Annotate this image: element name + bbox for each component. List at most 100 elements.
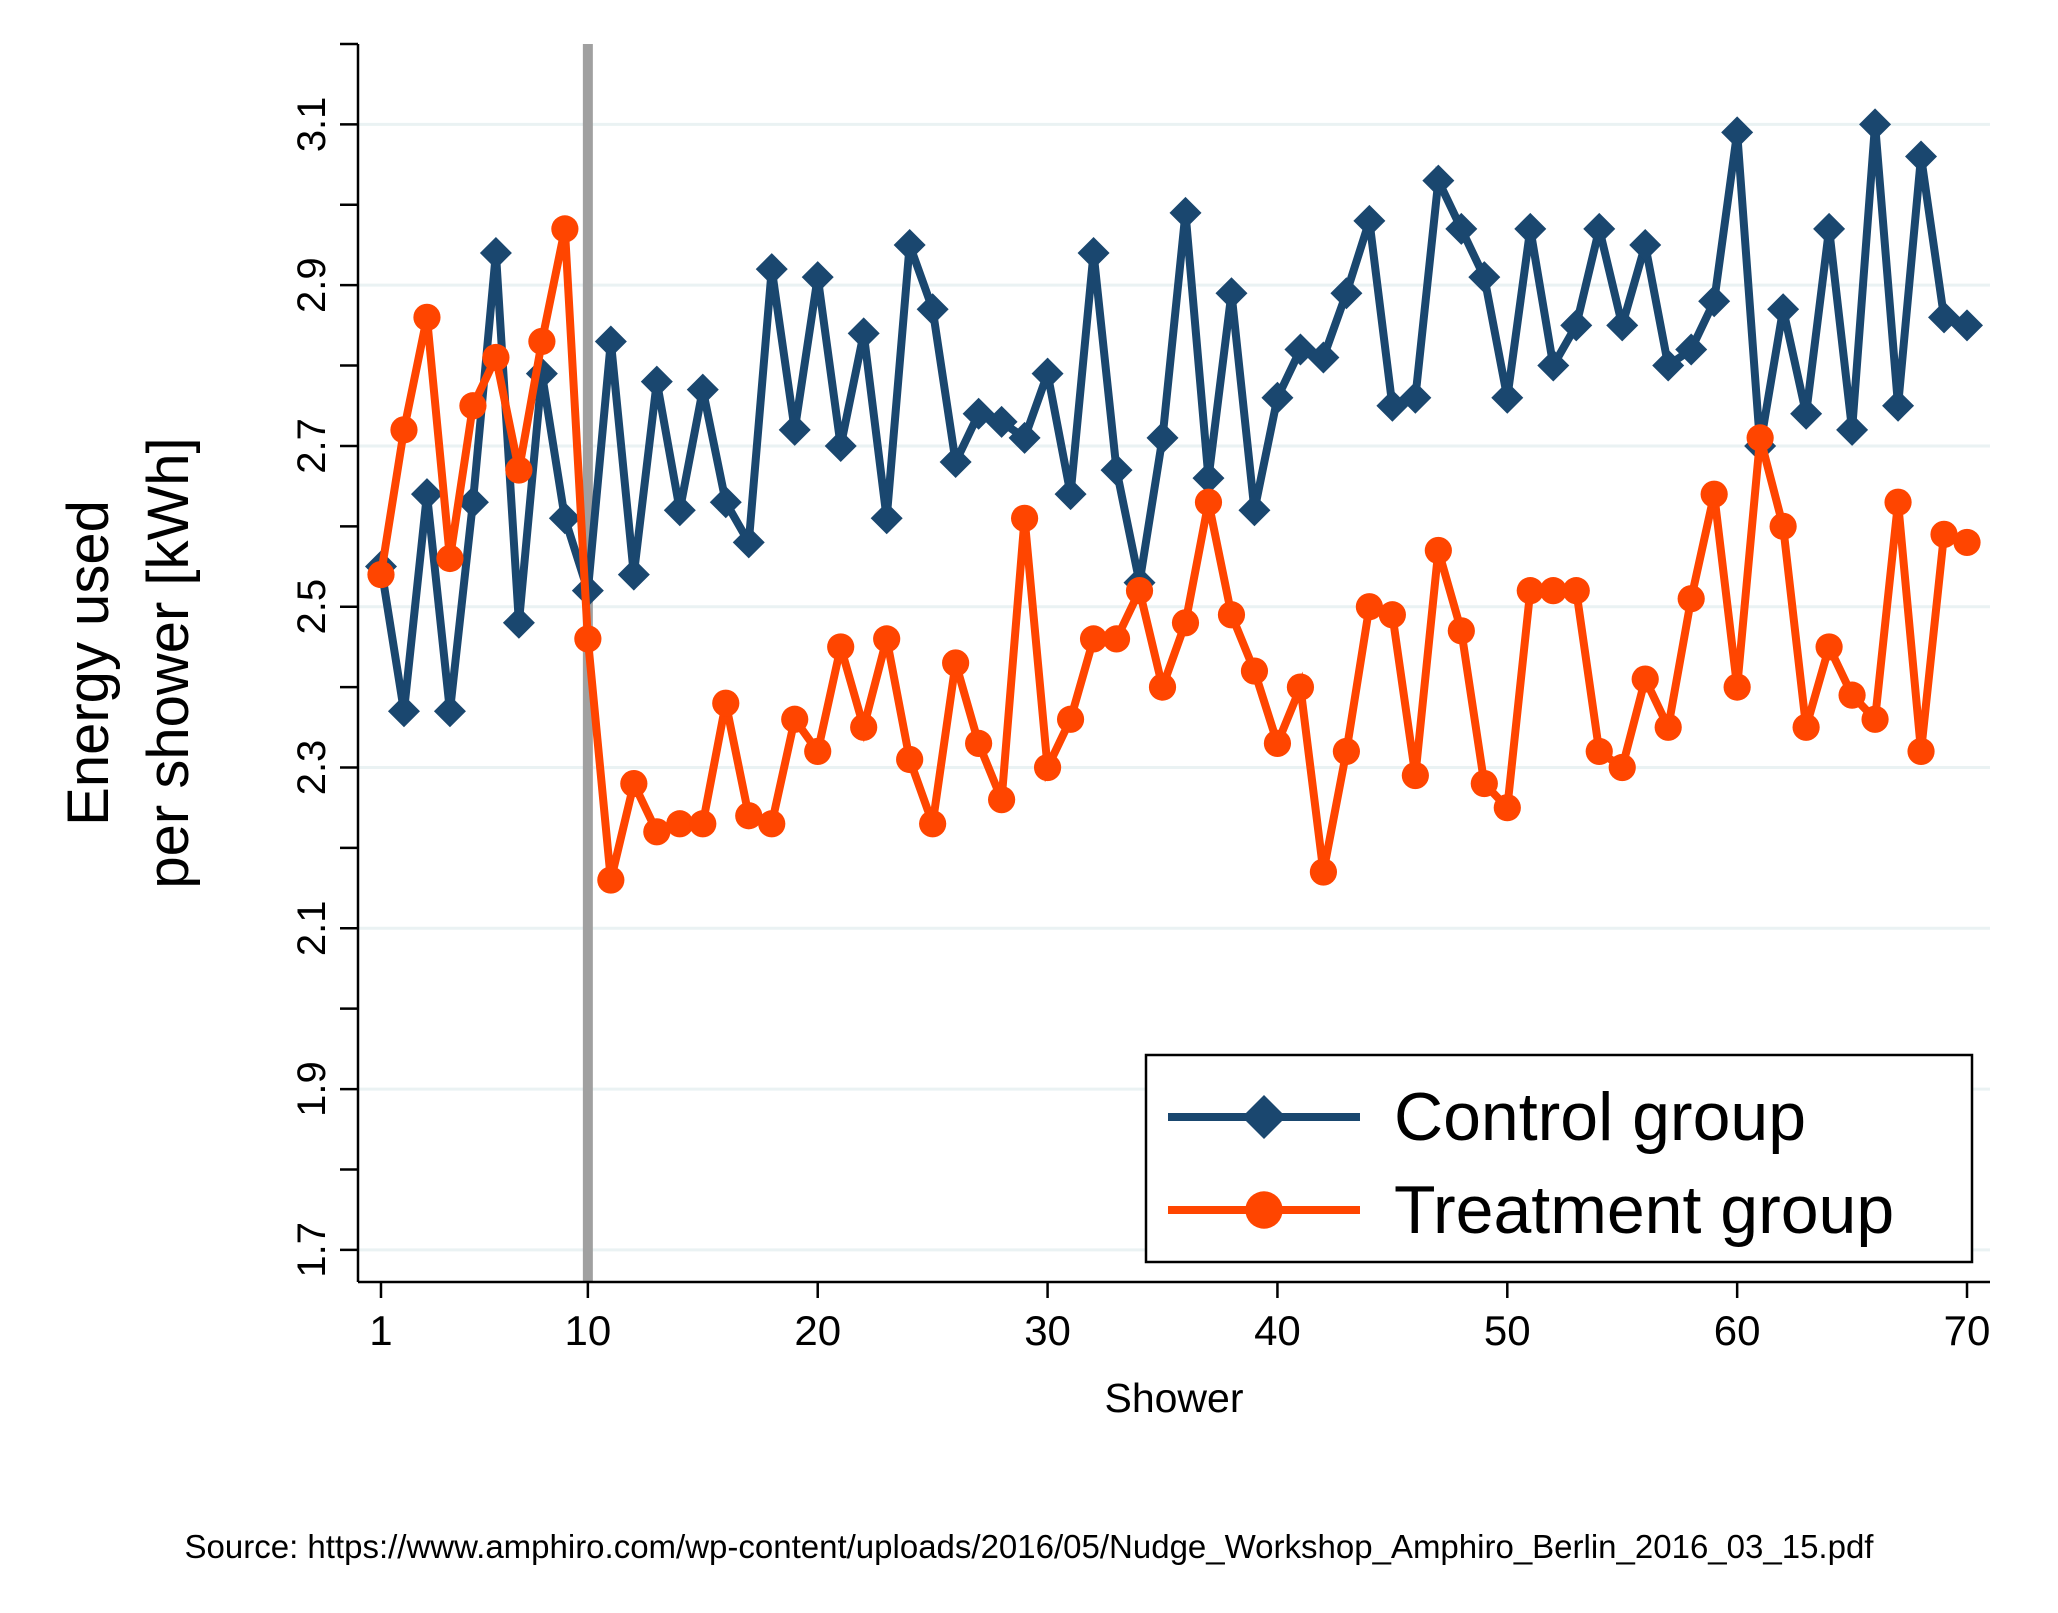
data-point bbox=[1169, 196, 1202, 229]
series-line bbox=[377, 228, 1969, 881]
data-point bbox=[985, 405, 1018, 438]
data-point bbox=[709, 486, 742, 519]
data-point bbox=[1675, 333, 1708, 366]
axes: 1.7 1.9 2.1 2.3 2.5 2.7 2.9 3.1 1 10 20 30 40 50 60 70 S… bbox=[56, 42, 1991, 1421]
data-point bbox=[617, 558, 650, 591]
data-point bbox=[1606, 309, 1639, 342]
data-point bbox=[1261, 381, 1294, 414]
data-point bbox=[436, 544, 464, 573]
data-point bbox=[1470, 769, 1498, 798]
data-point bbox=[597, 866, 625, 894]
data-point bbox=[1951, 309, 1984, 342]
x-tick-label: 20 bbox=[794, 1307, 841, 1354]
data-point bbox=[367, 560, 395, 589]
data-point bbox=[1194, 488, 1223, 516]
data-point bbox=[712, 689, 740, 717]
data-point bbox=[1907, 737, 1935, 766]
data-point bbox=[1514, 212, 1547, 245]
data-point bbox=[1355, 593, 1383, 621]
data-point bbox=[479, 237, 512, 270]
data-point bbox=[1700, 480, 1728, 508]
data-point bbox=[735, 802, 763, 830]
data-point bbox=[965, 729, 993, 757]
data-point bbox=[1424, 536, 1452, 565]
data-point bbox=[689, 810, 717, 838]
data-point bbox=[916, 293, 949, 326]
series-line bbox=[377, 124, 1969, 712]
data-point bbox=[1861, 705, 1889, 733]
data-point bbox=[1539, 577, 1567, 605]
data-point bbox=[1378, 601, 1406, 629]
data-point bbox=[410, 478, 443, 511]
data-point bbox=[1353, 204, 1386, 237]
data-point bbox=[686, 373, 719, 406]
data-point bbox=[1884, 488, 1912, 516]
y-tick-label: 2.7 bbox=[290, 418, 334, 474]
data-point bbox=[1100, 454, 1133, 487]
data-point bbox=[1468, 261, 1501, 294]
data-point bbox=[1583, 212, 1616, 245]
data-point bbox=[1905, 140, 1938, 173]
data-point bbox=[1332, 737, 1360, 766]
data-point bbox=[663, 494, 696, 527]
gridlines bbox=[358, 122, 1990, 1252]
data-point bbox=[1838, 681, 1866, 709]
data-point bbox=[1585, 737, 1613, 766]
data-point bbox=[1422, 164, 1455, 197]
data-point bbox=[896, 745, 924, 774]
data-point bbox=[942, 649, 970, 677]
data-point bbox=[1629, 228, 1662, 261]
data-point bbox=[1077, 237, 1110, 270]
data-point bbox=[1721, 116, 1754, 149]
data-point bbox=[870, 502, 903, 535]
data-point bbox=[1815, 633, 1843, 661]
data-point bbox=[755, 253, 788, 286]
x-tick-label: 30 bbox=[1024, 1307, 1071, 1354]
series-layer bbox=[364, 108, 1984, 894]
y-tick-label: 3.1 bbox=[290, 97, 334, 153]
data-point bbox=[939, 446, 972, 479]
data-point bbox=[482, 343, 510, 372]
data-point bbox=[459, 392, 487, 420]
data-point bbox=[1493, 794, 1521, 822]
data-point bbox=[1240, 657, 1269, 685]
data-point bbox=[988, 786, 1016, 814]
data-point bbox=[1537, 349, 1570, 382]
x-tick-label: 10 bbox=[564, 1307, 611, 1354]
data-point bbox=[847, 317, 880, 350]
data-point bbox=[1148, 673, 1177, 701]
data-point bbox=[574, 625, 602, 653]
y-tick-label: 2.9 bbox=[290, 257, 334, 313]
data-point bbox=[732, 526, 765, 559]
data-point bbox=[1307, 341, 1340, 374]
data-point bbox=[1031, 357, 1064, 390]
x-tick-label: 40 bbox=[1254, 1307, 1301, 1354]
legend-swatch-marker bbox=[1245, 1191, 1283, 1229]
x-tick-label: 50 bbox=[1484, 1307, 1531, 1354]
data-point bbox=[1056, 705, 1085, 733]
data-point bbox=[1286, 673, 1315, 701]
data-point bbox=[1217, 601, 1246, 629]
x-tick-label: 70 bbox=[1944, 1307, 1991, 1354]
data-point bbox=[1859, 108, 1892, 141]
data-point bbox=[505, 456, 533, 484]
data-point bbox=[781, 705, 809, 733]
legend-box bbox=[1144, 1053, 1974, 1264]
data-point bbox=[778, 413, 811, 446]
data-point bbox=[873, 625, 901, 653]
data-point bbox=[1767, 293, 1800, 326]
data-point bbox=[643, 818, 671, 846]
data-point bbox=[1125, 577, 1154, 605]
data-point bbox=[620, 769, 648, 798]
data-point bbox=[1401, 761, 1429, 790]
data-point bbox=[1882, 389, 1915, 422]
data-point bbox=[456, 486, 489, 519]
data-point bbox=[528, 327, 556, 356]
x-axis-title: Shower bbox=[1104, 1375, 1243, 1421]
data-point bbox=[390, 416, 418, 444]
data-point bbox=[1263, 729, 1292, 757]
data-point bbox=[919, 810, 947, 838]
data-point bbox=[1608, 753, 1636, 782]
data-point bbox=[1215, 277, 1248, 310]
